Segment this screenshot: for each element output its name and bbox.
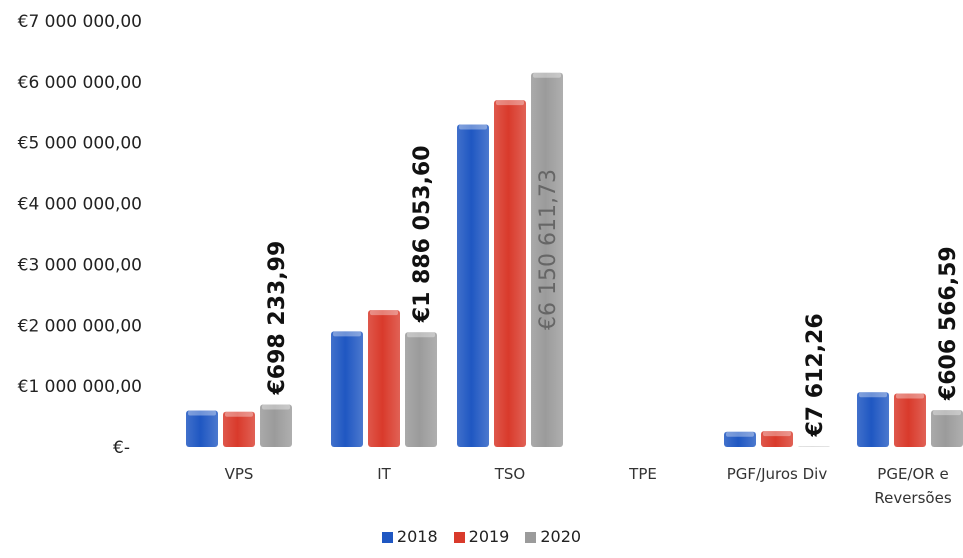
x-tick-label: PGE/OR e Reversões — [874, 465, 951, 507]
x-tick-label: VPS — [225, 465, 254, 483]
x-tick-label: TSO — [494, 465, 526, 483]
bar-2018-4 — [724, 431, 756, 447]
legend-label: 2019 — [468, 527, 510, 546]
bar-2019-0 — [223, 411, 255, 447]
bar-highlight — [188, 410, 216, 416]
x-tick-label: PGF/Juros Div — [727, 465, 828, 483]
bar-highlight — [496, 100, 524, 106]
y-tick-label: €1 000 000,00 — [18, 377, 142, 397]
y-tick-label: €2 000 000,00 — [18, 316, 142, 336]
y-tick-label: €6 000 000,00 — [18, 73, 142, 93]
bar-2019-2 — [494, 100, 526, 447]
bar-highlight — [763, 431, 791, 437]
bar-highlight — [459, 124, 487, 130]
x-tick-label: TPE — [628, 465, 657, 483]
legend-item-2018: 2018 — [381, 527, 438, 546]
bar-2018-2 — [457, 124, 489, 447]
bar-chart: €- €1 000 000,00 €2 000 000,00 €3 000 000,0… — [18, 12, 963, 507]
y-tick-label: €4 000 000,00 — [18, 195, 142, 215]
legend-item-2019: 2019 — [453, 527, 510, 546]
bar-2018-1 — [331, 331, 363, 447]
bar-highlight — [370, 310, 398, 316]
data-label: €606 566,59 — [936, 246, 961, 401]
bar-highlight — [726, 431, 754, 437]
x-tick-label: IT — [377, 465, 391, 483]
bar-2020-0 — [260, 404, 292, 447]
bar-2018-5 — [857, 392, 889, 447]
x-axis: VPS IT TSO TPE PGF/Juros Div PGE/OR e Reversõe… — [225, 465, 952, 507]
bar-highlight — [896, 393, 924, 399]
bar-highlight — [333, 331, 361, 337]
legend-swatch — [453, 532, 465, 543]
legend-swatch — [525, 532, 537, 543]
y-tick-label: €5 000 000,00 — [18, 134, 142, 154]
legend-label: 2018 — [396, 527, 438, 546]
bar-2019-1 — [368, 310, 400, 447]
data-label: €1 886 053,60 — [410, 145, 435, 323]
legend-item-2020: 2020 — [525, 527, 581, 546]
bar-2020-5 — [931, 410, 963, 447]
y-axis: €- €1 000 000,00 €2 000 000,00 €3 000 000,0… — [18, 12, 142, 458]
bars — [186, 72, 963, 447]
y-tick-label: €- — [113, 438, 130, 458]
bar-highlight — [407, 332, 435, 338]
data-label: €7 612,26 — [803, 313, 828, 437]
bar-highlight — [533, 72, 561, 78]
bar-2019-4 — [761, 431, 793, 447]
legend-swatch — [381, 532, 393, 543]
bar-highlight — [859, 392, 887, 398]
bar-2020-1 — [405, 332, 437, 447]
legend-label: 2020 — [540, 527, 582, 546]
data-labels: €698 233,99 €1 886 053,60 €6 150 611,73 €7 … — [265, 145, 961, 437]
y-tick-label: €7 000 000,00 — [18, 12, 142, 32]
bar-2018-0 — [186, 410, 218, 447]
data-label: €698 233,99 — [265, 241, 290, 396]
bar-2019-5 — [894, 393, 926, 447]
legend: 2018 2019 2020 — [0, 527, 963, 546]
bar-2020-2 — [531, 72, 563, 447]
data-label: €6 150 611,73 — [536, 169, 561, 330]
y-tick-label: €3 000 000,00 — [18, 255, 142, 275]
bar-highlight — [933, 410, 961, 416]
bar-highlight — [262, 404, 290, 410]
bar-highlight — [225, 411, 253, 417]
